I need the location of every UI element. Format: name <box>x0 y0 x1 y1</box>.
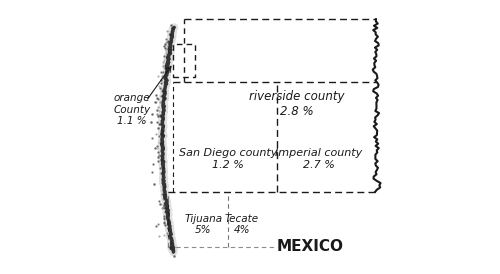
Text: orange
County
1.1 %: orange County 1.1 % <box>114 93 150 126</box>
Text: riverside county
2.8 %: riverside county 2.8 % <box>249 90 344 118</box>
Text: Tecate
4%: Tecate 4% <box>224 214 259 235</box>
Text: MEXICO: MEXICO <box>277 239 344 254</box>
Text: Imperial county
2.7 %: Imperial county 2.7 % <box>275 148 362 170</box>
Text: San Diego county
1.2 %: San Diego county 1.2 % <box>179 148 278 170</box>
Text: Tijuana
5%: Tijuana 5% <box>184 214 222 235</box>
